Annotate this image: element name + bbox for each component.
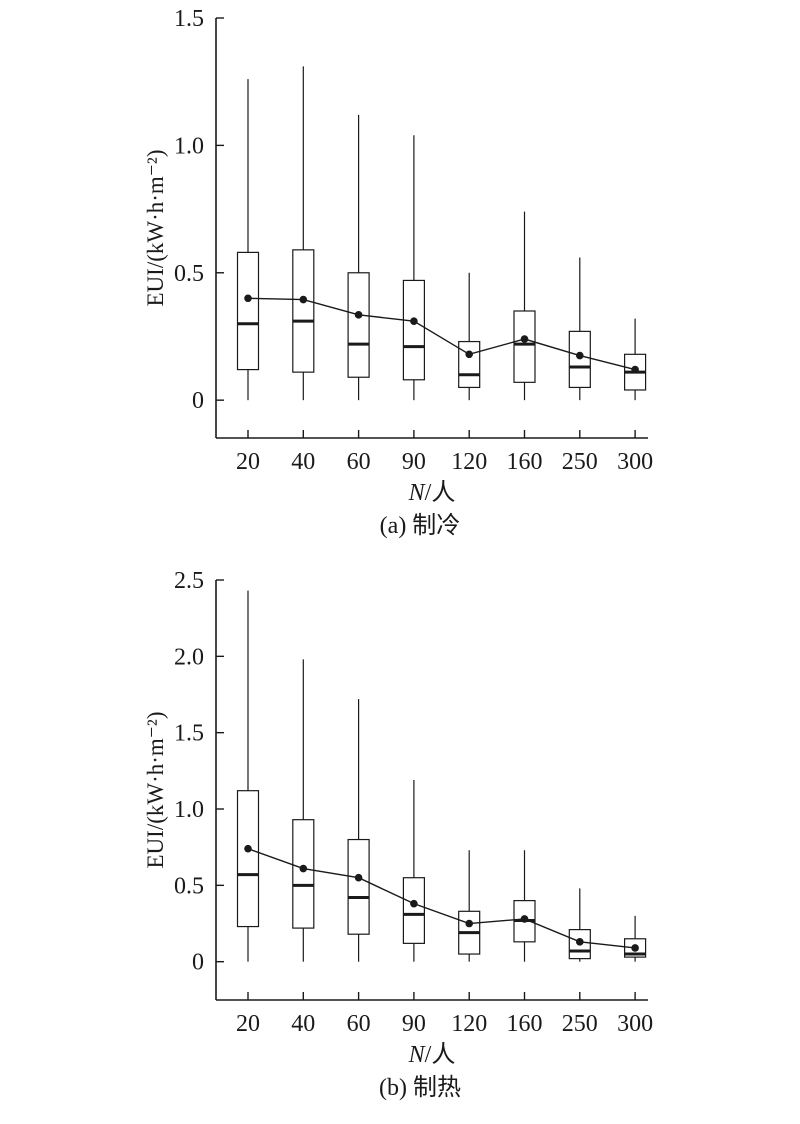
x-tick-label: 120 — [451, 1011, 487, 1037]
mean-line — [247, 297, 636, 371]
y-tick-label: 1.5 — [174, 6, 204, 32]
panel-caption: (b) 制热 — [379, 1074, 461, 1101]
mean-point — [631, 365, 639, 374]
x-tick-label: 250 — [562, 449, 598, 475]
y-tick-label: 0 — [192, 388, 204, 414]
mean-point — [465, 919, 474, 928]
x-tick-label: 60 — [347, 1011, 371, 1037]
box-iqr — [402, 877, 425, 944]
x-axis-variable: N — [408, 480, 427, 506]
mean-point — [299, 295, 308, 304]
y-axis-title: EUI/(kW·h·m⁻²) — [143, 712, 168, 869]
y-tick-label: 0 — [192, 950, 204, 976]
box-iqr — [402, 279, 425, 381]
box-iqr — [292, 249, 315, 373]
x-tick-label: 90 — [402, 1011, 426, 1037]
box-iqr — [236, 790, 260, 928]
y-tick-label: 0.5 — [174, 873, 204, 899]
x-tick-label: 300 — [617, 449, 653, 475]
mean-point — [520, 915, 529, 923]
mean-point — [299, 864, 308, 873]
mean-point — [410, 899, 418, 908]
chart-panel-a: 0 0.5 1.0 1.5 20 40 60 90 120 160 250 300 N/人 EUI/(kW… — [143, 6, 653, 539]
x-axis-unit: /人 — [425, 480, 456, 506]
x-tick-label: 300 — [617, 1011, 653, 1037]
box-iqr — [568, 330, 591, 389]
y-tick-label: 1.0 — [174, 797, 204, 823]
mean-line — [247, 848, 636, 949]
x-tick-label: 40 — [291, 1011, 315, 1037]
x-tick-label: 40 — [291, 449, 315, 475]
x-axis-title: N/人 — [408, 1042, 456, 1068]
x-tick-label: 20 — [236, 1011, 260, 1037]
y-axis-title: EUI/(kW·h·m⁻²) — [143, 150, 168, 307]
y-tick-label: 2.0 — [174, 644, 204, 670]
mean-point — [244, 844, 252, 853]
y-tick-label: 0.5 — [174, 261, 204, 287]
box-iqr — [347, 272, 370, 378]
mean-point — [576, 351, 584, 360]
mean-point — [410, 317, 418, 325]
x-axis-unit: /人 — [425, 1042, 456, 1068]
x-tick-label: 250 — [562, 1011, 598, 1037]
x-tick-label: 160 — [507, 1011, 543, 1037]
box-iqr — [292, 819, 315, 929]
mean-point — [354, 873, 363, 882]
chart-panel-b: 0 0.5 1.0 1.5 2.0 2.5 20 40 60 90 120 160 250 300 N/人 E… — [143, 568, 653, 1101]
mean-point — [244, 294, 252, 303]
mean-point — [354, 311, 363, 319]
x-tick-label: 60 — [347, 449, 371, 475]
mean-point — [576, 938, 584, 946]
panel-caption: (a) 制冷 — [380, 512, 461, 539]
x-axis-variable: N — [408, 1042, 427, 1068]
mean-point — [520, 335, 529, 343]
box-iqr — [513, 310, 536, 383]
x-tick-label: 20 — [236, 449, 260, 475]
box-iqr — [458, 340, 481, 389]
y-tick-label: 2.5 — [174, 568, 204, 594]
box-iqr — [347, 838, 370, 935]
box-iqr — [236, 251, 260, 371]
x-axis-title: N/人 — [408, 480, 456, 506]
x-tick-label: 90 — [402, 449, 426, 475]
mean-point — [465, 350, 474, 359]
y-tick-label: 1.5 — [174, 721, 204, 747]
x-tick-label: 160 — [507, 449, 543, 475]
y-tick-label: 1.0 — [174, 133, 204, 159]
mean-point — [631, 944, 639, 952]
x-tick-label: 120 — [451, 449, 487, 475]
